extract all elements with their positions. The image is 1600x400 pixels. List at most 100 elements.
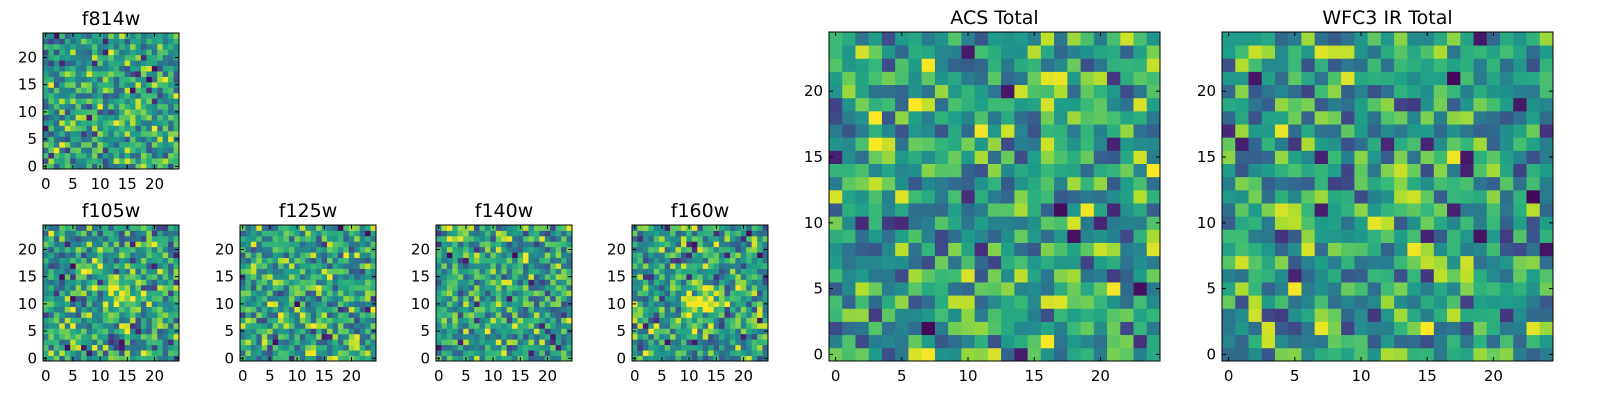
heatmap-cell [343, 241, 350, 248]
heatmap-cell [278, 290, 284, 297]
heatmap-cell [1027, 150, 1042, 164]
heatmap-cell [348, 301, 355, 307]
heatmap-cell [1394, 45, 1408, 59]
heatmap-cell [719, 235, 725, 242]
heatmap-cell [881, 203, 896, 217]
heatmap-cell [135, 230, 142, 237]
heatmap-cell [702, 350, 709, 356]
heatmap-cell [140, 125, 147, 132]
heatmap-cell [974, 203, 989, 217]
heatmap-cell [310, 328, 317, 335]
heatmap-cell [675, 241, 682, 248]
heatmap-cell [256, 241, 263, 248]
heatmap-cell [86, 333, 93, 340]
heatmap-cell [908, 282, 923, 296]
heatmap-cell [1526, 295, 1541, 309]
heatmap-cell [70, 279, 77, 286]
heatmap-cell [842, 334, 856, 349]
y-tick-label: 0 [27, 349, 37, 367]
heatmap-cell [895, 71, 909, 86]
heatmap-cell [446, 241, 453, 248]
heatmap-cell [512, 312, 518, 318]
heatmap-cell [43, 60, 49, 67]
heatmap-cell [1093, 150, 1108, 164]
heatmap-cell [934, 282, 949, 296]
heatmap-cell [86, 273, 93, 280]
heatmap-cell [75, 147, 82, 154]
heatmap-cell [452, 328, 459, 335]
heatmap-cell [895, 282, 909, 296]
heatmap-cell [1447, 203, 1461, 217]
heatmap-cell [130, 306, 136, 313]
heatmap-cell [81, 136, 87, 143]
heatmap-cell [708, 225, 714, 231]
heatmap-cell [70, 147, 77, 154]
heatmap-cell [1354, 295, 1369, 309]
heatmap-cell [708, 306, 714, 313]
heatmap-cell [539, 301, 546, 307]
heatmap-cell [517, 339, 524, 346]
heatmap-cell [729, 317, 736, 324]
heatmap-cell [151, 109, 158, 115]
heatmap-cell [1222, 45, 1236, 59]
heatmap-cell [48, 71, 55, 77]
heatmap-cell [151, 125, 158, 132]
plot-frame [1221, 31, 1554, 362]
heatmap-cell [43, 38, 49, 45]
heatmap-cell [1327, 137, 1342, 151]
heatmap-cell [157, 230, 164, 237]
heatmap-cell [1027, 137, 1042, 151]
heatmap-cell [97, 147, 104, 154]
heatmap-cell [463, 290, 470, 297]
heatmap-cell [267, 284, 274, 291]
heatmap-cell [1354, 97, 1369, 112]
heatmap-cell [310, 333, 317, 340]
heatmap-cell [354, 333, 361, 340]
heatmap-cell [987, 242, 1002, 257]
heatmap-cell [256, 235, 263, 242]
heatmap-cell [124, 76, 131, 83]
heatmap-cell [75, 241, 82, 248]
heatmap-cell [146, 147, 153, 154]
heatmap-cell [59, 273, 66, 280]
heatmap-cell [948, 295, 962, 309]
heatmap-cell [533, 306, 540, 313]
heatmap-cell [97, 76, 104, 83]
heatmap-cell [140, 284, 147, 291]
heatmap-cell [729, 322, 736, 329]
heatmap-cell [1080, 347, 1095, 362]
heatmap-cell [261, 355, 268, 362]
heatmap-cell [1354, 308, 1369, 322]
heatmap-cell [1107, 268, 1121, 283]
heatmap-cell [675, 322, 682, 329]
heatmap-cell [506, 257, 513, 264]
heatmap-cell [81, 344, 87, 351]
heatmap-cell [119, 290, 125, 297]
heatmap-cell [1080, 97, 1095, 112]
heatmap-cell [108, 81, 115, 88]
heatmap-cell [124, 38, 131, 45]
heatmap-cell [642, 252, 649, 259]
heatmap-cell [108, 147, 115, 154]
heatmap-cell [708, 350, 714, 356]
heatmap-cell [48, 152, 55, 159]
heatmap-cell [762, 252, 769, 259]
heatmap-cell [283, 246, 290, 253]
heatmap-cell [675, 295, 682, 302]
heatmap-cell [135, 125, 142, 132]
heatmap-cell [327, 295, 333, 302]
heatmap-cell [173, 152, 180, 159]
heatmap-cell [1288, 150, 1302, 164]
heatmap-cell [757, 328, 763, 335]
heatmap-cell [1526, 255, 1541, 270]
heatmap-cell [348, 263, 355, 269]
heatmap-cell [686, 252, 693, 259]
heatmap-cell [48, 114, 55, 121]
heatmap-cell [75, 49, 82, 56]
heatmap-cell [43, 257, 49, 264]
heatmap-cell [1314, 150, 1329, 164]
heatmap-cell [653, 235, 660, 242]
heatmap-cell [245, 225, 252, 231]
heatmap-cell [113, 163, 120, 170]
heatmap-cell [1093, 137, 1108, 151]
